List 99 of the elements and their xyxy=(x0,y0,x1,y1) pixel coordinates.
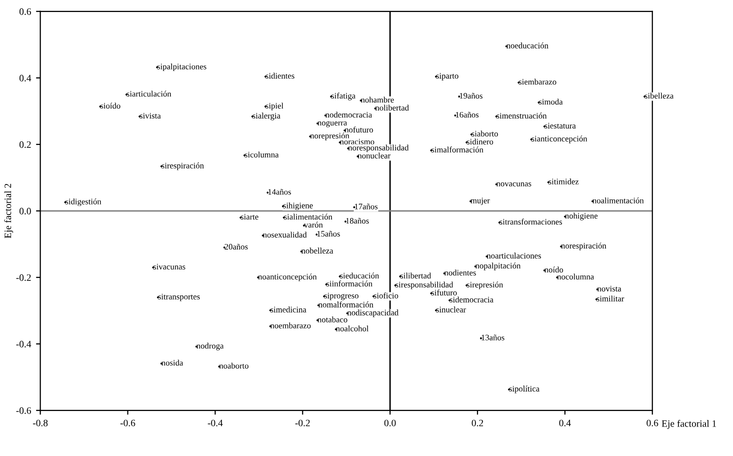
annotation: siaborto xyxy=(472,130,498,137)
annotation: sivacunas xyxy=(153,264,186,270)
annotation: sioído xyxy=(100,102,120,109)
x-tick-label: -0.2 xyxy=(295,420,310,426)
annotation: simedicina xyxy=(270,306,306,312)
x-tick-label: 0.4 xyxy=(559,420,571,426)
annotation: 13años xyxy=(482,334,504,340)
annotation: siinformación xyxy=(326,280,372,286)
annotation: novista xyxy=(597,286,622,292)
annotation: noracismo xyxy=(340,138,374,144)
annotation: mujer xyxy=(470,198,490,206)
annotation: simoda xyxy=(539,98,563,105)
annotation: 14años xyxy=(268,189,291,195)
annotation: sipiel xyxy=(266,102,284,110)
y-tick-label: 0.0 xyxy=(20,208,31,214)
annotation: 17años xyxy=(354,204,378,210)
annotation: noarticulaciones xyxy=(486,252,541,259)
annotation: sioficio xyxy=(374,292,398,298)
annotation: siembarazo xyxy=(518,78,556,85)
annotation: noanticoncepción xyxy=(258,274,317,282)
x-axis-title: Eje factorial 1 xyxy=(662,420,716,429)
y-tick-label: 0.2 xyxy=(20,141,31,148)
annotation: noguerra xyxy=(318,121,347,128)
annotation: noembarazo xyxy=(270,322,311,328)
annotation: simenstruación xyxy=(496,112,547,119)
annotation: noalcohol xyxy=(336,325,369,332)
annotation: sidemocracia xyxy=(450,296,494,302)
x-tick-label: -0.8 xyxy=(32,420,48,426)
annotation: siprogreso xyxy=(324,292,358,300)
annotation: nolibertad xyxy=(375,104,409,111)
annotation: sivista xyxy=(140,112,161,119)
annotation: noído xyxy=(544,266,564,273)
annotation: nodientes xyxy=(444,270,476,276)
annotation: sirespiración xyxy=(162,162,204,170)
x-tick-label: -0.4 xyxy=(208,420,223,426)
annotation: siresponsabilidad xyxy=(396,282,454,290)
annotation: noalimentación xyxy=(592,197,644,204)
annotation: noresponsabilidad xyxy=(348,144,409,152)
annotation: nopalpitación xyxy=(476,262,521,270)
y-tick-label: -0.6 xyxy=(16,407,31,414)
annotation: sitransportes xyxy=(158,294,200,302)
annotation: nodiscapacidad xyxy=(347,310,398,318)
annotation: siarte xyxy=(240,214,258,220)
annotation: nosida xyxy=(162,360,184,366)
annotation: sifuturo xyxy=(432,289,457,296)
annotation: sifatiga xyxy=(331,92,356,100)
annotation: sianticoncepción xyxy=(532,136,588,144)
annotation: silibertad xyxy=(400,272,432,278)
annotation: siparto xyxy=(436,73,458,80)
annotation: nodemocracia xyxy=(326,112,372,118)
annotation: sipalpitaciones xyxy=(157,63,206,72)
annotation: nodroga xyxy=(196,342,224,350)
annotation: siestatura xyxy=(544,122,576,129)
y-tick-label: -0.4 xyxy=(16,340,32,348)
annotation: nohigiene xyxy=(565,212,598,220)
annotation: nonuclear xyxy=(358,152,390,158)
annotation: sialergia xyxy=(252,112,280,120)
annotation: similitar xyxy=(596,296,624,302)
annotation: sicolumna xyxy=(244,152,279,158)
annotation: sidientes xyxy=(266,72,294,79)
annotation: sidinero xyxy=(466,138,494,144)
annotation: sitransformaciones xyxy=(500,218,562,225)
annotation: sidigestión xyxy=(66,198,102,206)
annotation: nosexualidad xyxy=(263,232,307,238)
annotation: 16años xyxy=(456,112,479,118)
x-tick-label: 0.2 xyxy=(472,420,484,426)
annotation: sihigiene xyxy=(283,202,313,210)
x-tick-label: 0.0 xyxy=(384,420,396,426)
annotation: simalformación xyxy=(432,146,484,152)
x-tick-label: -0.6 xyxy=(120,420,136,426)
annotation: sibelleza xyxy=(644,92,674,99)
annotation: nohambre xyxy=(360,96,394,103)
annotation: sialimentación xyxy=(284,214,332,220)
annotation: sipolítica xyxy=(509,386,540,394)
annotation: varón xyxy=(304,222,323,228)
annotation: 18años xyxy=(346,218,369,224)
annotation: notabaco xyxy=(318,316,348,322)
annotation: siarticulación xyxy=(126,90,172,97)
annotation: 19años xyxy=(460,92,482,99)
x-tick-label: 0.6 xyxy=(646,420,658,426)
y-tick-label: 0.4 xyxy=(20,74,32,82)
annotation: 20años xyxy=(224,244,248,250)
annotation: nocolumna xyxy=(557,274,594,280)
annotation: novacunas xyxy=(496,182,532,186)
annotation: sinuclear xyxy=(436,306,466,312)
annotation: nofuturo xyxy=(344,126,373,133)
annotation: sieducación xyxy=(340,272,379,278)
annotation: norepresión xyxy=(310,132,350,140)
annotation: 15años xyxy=(317,230,340,237)
y-tick-label: 0.6 xyxy=(20,8,31,15)
annotation: nobelleza xyxy=(302,248,334,254)
y-axis-title: Eje factorial 2 xyxy=(4,184,14,238)
y-tick-label: -0.2 xyxy=(16,274,31,281)
annotation: norespiración xyxy=(561,242,606,250)
annotation: noeducación xyxy=(506,42,548,48)
annotation: nomalformación xyxy=(318,301,374,308)
annotation: noaborto xyxy=(219,362,248,369)
annotation: sirepresión xyxy=(466,282,504,290)
annotation: sitimidez xyxy=(548,178,579,184)
